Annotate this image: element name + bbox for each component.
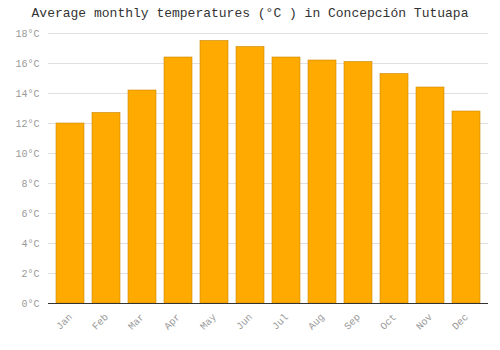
svg-text:2°C: 2°C: [21, 269, 39, 280]
svg-text:Oct: Oct: [378, 312, 399, 333]
svg-text:0°C: 0°C: [21, 299, 39, 310]
svg-text:14°C: 14°C: [15, 89, 39, 100]
svg-text:Mar: Mar: [126, 312, 147, 333]
svg-text:Jul: Jul: [270, 312, 291, 333]
svg-text:Aug: Aug: [306, 312, 327, 333]
svg-text:Dec: Dec: [450, 312, 471, 333]
svg-text:8°C: 8°C: [21, 179, 39, 190]
svg-text:Sep: Sep: [342, 312, 363, 333]
svg-text:Jun: Jun: [234, 312, 255, 333]
svg-text:May: May: [198, 312, 219, 333]
svg-text:16°C: 16°C: [15, 59, 39, 70]
svg-text:12°C: 12°C: [15, 119, 39, 130]
svg-text:4°C: 4°C: [21, 239, 39, 250]
svg-text:Nov: Nov: [414, 312, 435, 333]
svg-text:10°C: 10°C: [15, 149, 39, 160]
svg-text:Feb: Feb: [90, 312, 111, 333]
svg-text:Jan: Jan: [54, 312, 75, 333]
svg-text:Apr: Apr: [162, 312, 183, 333]
svg-text:18°C: 18°C: [15, 29, 39, 40]
html-text:Average monthly temperatures (: Average monthly temperatures (°C ) in Co…: [31, 6, 469, 21]
svg-text:6°C: 6°C: [21, 209, 39, 220]
